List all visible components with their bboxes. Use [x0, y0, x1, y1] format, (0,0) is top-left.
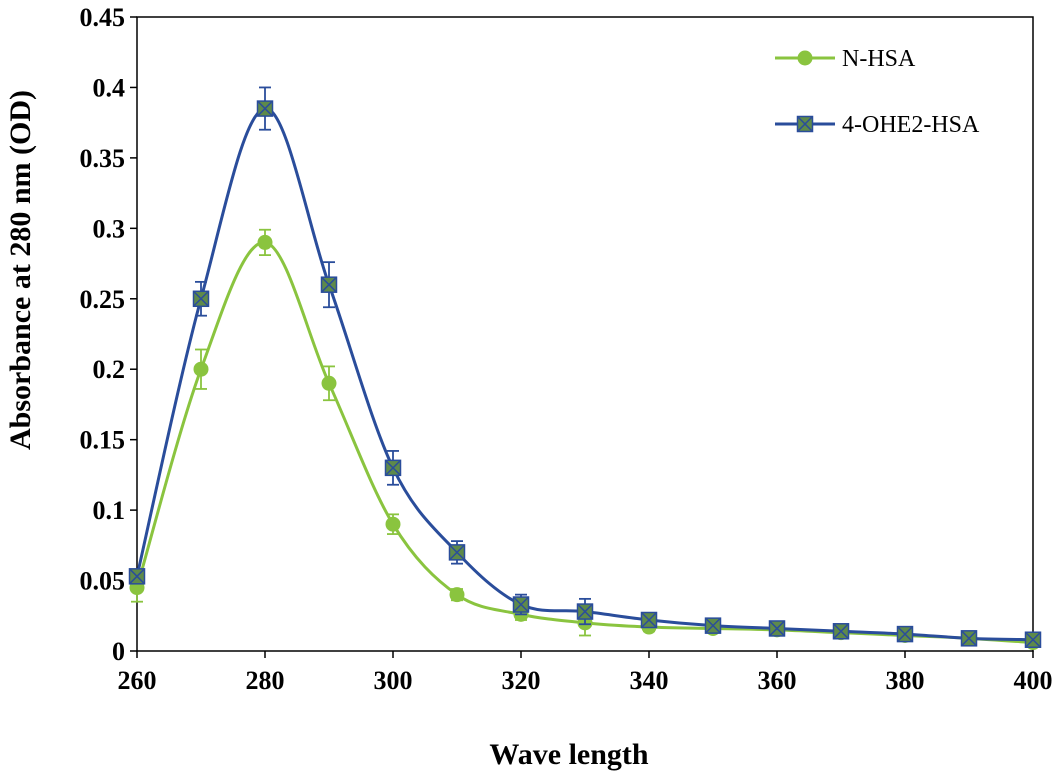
x-tick-label: 400 [1014, 666, 1053, 695]
legend-marker-4-ohe2-hsa [796, 115, 814, 133]
data-point-4-ohe2-hsa-cross [576, 603, 594, 620]
series-4-ohe2-hsa [128, 86, 1042, 648]
data-point-4-ohe2-hsa [448, 544, 466, 561]
y-tick-label: 0.1 [93, 496, 126, 525]
y-tick-label: 0.45 [80, 3, 126, 32]
y-tick-label: 0.4 [93, 73, 126, 102]
x-tick-label: 300 [374, 666, 413, 695]
data-point-4-ohe2-hsa-cross [896, 626, 914, 643]
data-point-4-ohe2-hsa-cross [1024, 631, 1042, 648]
data-point-4-ohe2-hsa [512, 596, 530, 613]
plot-frame [136, 16, 1034, 652]
x-tick-label: 340 [630, 666, 669, 695]
data-point-4-ohe2-hsa [768, 620, 786, 637]
series-n-hsa [129, 228, 1041, 651]
y-tick-label: 0.15 [80, 426, 126, 455]
data-point-4-ohe2-hsa-cross [320, 276, 338, 293]
x-tick-label: 260 [118, 666, 157, 695]
data-point-4-ohe2-hsa [128, 568, 146, 585]
x-tick-label: 320 [502, 666, 541, 695]
data-point-4-ohe2-hsa [896, 625, 914, 643]
x-tick-label: 360 [758, 666, 797, 695]
y-axis-title: Absorbance at 280 nm (OD) [4, 90, 37, 450]
legend-label-4-ohe2-hsa: 4-OHE2-HSA [842, 112, 980, 138]
data-point-n-hsa [321, 375, 337, 391]
data-point-4-ohe2-hsa [256, 100, 274, 117]
y-tick-label: 0.05 [80, 567, 126, 596]
data-point-n-hsa [257, 234, 273, 250]
plot-area: 0 0.05 0.1 0.15 0.2 0.25 0.3 0.35 0.4 0.45 260 280 3… [80, 3, 1053, 695]
data-point-4-ohe2-hsa [832, 623, 850, 640]
data-point-4-ohe2-hsa-cross [640, 611, 658, 629]
y-tick-label: 0.3 [93, 214, 126, 243]
data-point-4-ohe2-hsa [320, 276, 338, 293]
data-point-4-ohe2-hsa [384, 459, 402, 477]
y-tick-label: 0.25 [80, 285, 126, 314]
legend-marker-n-hsa [797, 50, 813, 66]
data-point-4-ohe2-hsa-cross [384, 459, 402, 476]
data-point-n-hsa [193, 361, 209, 377]
data-point-4-ohe2-hsa-cross [256, 100, 274, 117]
data-point-4-ohe2-hsa-cross [192, 290, 210, 307]
data-point-4-ohe2-hsa [576, 603, 594, 620]
series-line-4-ohe2-hsa [135, 107, 1034, 642]
y-tick-label: 0 [112, 637, 125, 666]
x-tick-label: 380 [886, 666, 925, 695]
data-point-4-ohe2-hsa-cross [448, 544, 466, 561]
data-point-4-ohe2-hsa-cross [704, 617, 722, 634]
legend: N-HSA 4-OHE2-HSA [775, 46, 980, 138]
data-point-4-ohe2-hsa [704, 617, 722, 634]
data-point-n-hsa [449, 587, 465, 603]
data-point-4-ohe2-hsa-cross [768, 620, 786, 637]
data-point-4-ohe2-hsa-cross [512, 596, 530, 613]
y-tick-label: 0.2 [93, 355, 126, 384]
data-point-4-ohe2-hsa [1024, 631, 1042, 648]
data-point-4-ohe2-hsa [960, 630, 978, 647]
legend-label-n-hsa: N-HSA [842, 46, 916, 72]
data-point-4-ohe2-hsa-cross [128, 568, 146, 585]
x-axis-title: Wave length [489, 738, 648, 771]
data-point-4-ohe2-hsa-cross [832, 623, 850, 640]
series-line-n-hsa [135, 240, 1034, 645]
data-point-4-ohe2-hsa-cross [960, 630, 978, 647]
data-point-4-ohe2-hsa [192, 290, 210, 308]
data-point-n-hsa [385, 516, 401, 532]
data-point-4-ohe2-hsa [640, 611, 658, 629]
legend-marker-4-ohe2-hsa-cross [796, 115, 814, 133]
x-tick-label: 280 [246, 666, 285, 695]
y-tick-label: 0.35 [80, 144, 126, 173]
